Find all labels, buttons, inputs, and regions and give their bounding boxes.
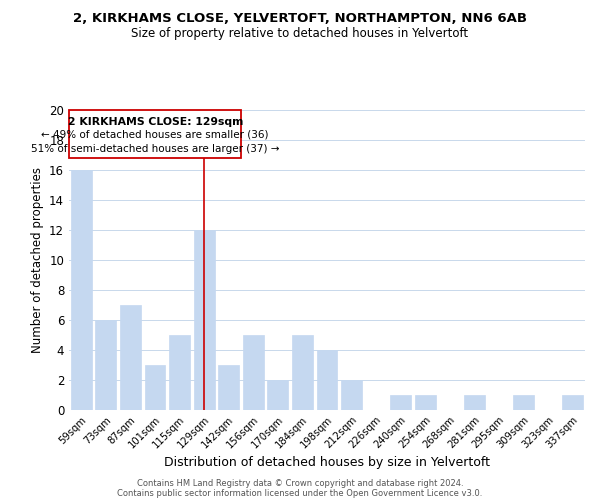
Bar <box>464 395 485 410</box>
Bar <box>169 335 190 410</box>
Text: 51% of semi-detached houses are larger (37) →: 51% of semi-detached houses are larger (… <box>31 144 280 154</box>
Bar <box>120 305 141 410</box>
Bar <box>71 170 92 410</box>
Bar <box>243 335 264 410</box>
Bar <box>390 395 411 410</box>
Text: 2 KIRKHAMS CLOSE: 129sqm: 2 KIRKHAMS CLOSE: 129sqm <box>68 116 243 126</box>
Bar <box>218 365 239 410</box>
X-axis label: Distribution of detached houses by size in Yelvertoft: Distribution of detached houses by size … <box>164 456 490 469</box>
Text: Size of property relative to detached houses in Yelvertoft: Size of property relative to detached ho… <box>131 28 469 40</box>
Text: 2, KIRKHAMS CLOSE, YELVERTOFT, NORTHAMPTON, NN6 6AB: 2, KIRKHAMS CLOSE, YELVERTOFT, NORTHAMPT… <box>73 12 527 26</box>
Text: ← 49% of detached houses are smaller (36): ← 49% of detached houses are smaller (36… <box>41 130 269 140</box>
Bar <box>341 380 362 410</box>
Bar <box>70 110 241 158</box>
Y-axis label: Number of detached properties: Number of detached properties <box>31 167 44 353</box>
Bar <box>95 320 116 410</box>
Bar <box>317 350 337 410</box>
Bar <box>194 230 215 410</box>
Bar <box>513 395 534 410</box>
Text: Contains HM Land Registry data © Crown copyright and database right 2024.: Contains HM Land Registry data © Crown c… <box>137 478 463 488</box>
Bar <box>415 395 436 410</box>
Bar <box>292 335 313 410</box>
Bar <box>145 365 166 410</box>
Bar <box>268 380 289 410</box>
Bar <box>562 395 583 410</box>
Text: Contains public sector information licensed under the Open Government Licence v3: Contains public sector information licen… <box>118 488 482 498</box>
